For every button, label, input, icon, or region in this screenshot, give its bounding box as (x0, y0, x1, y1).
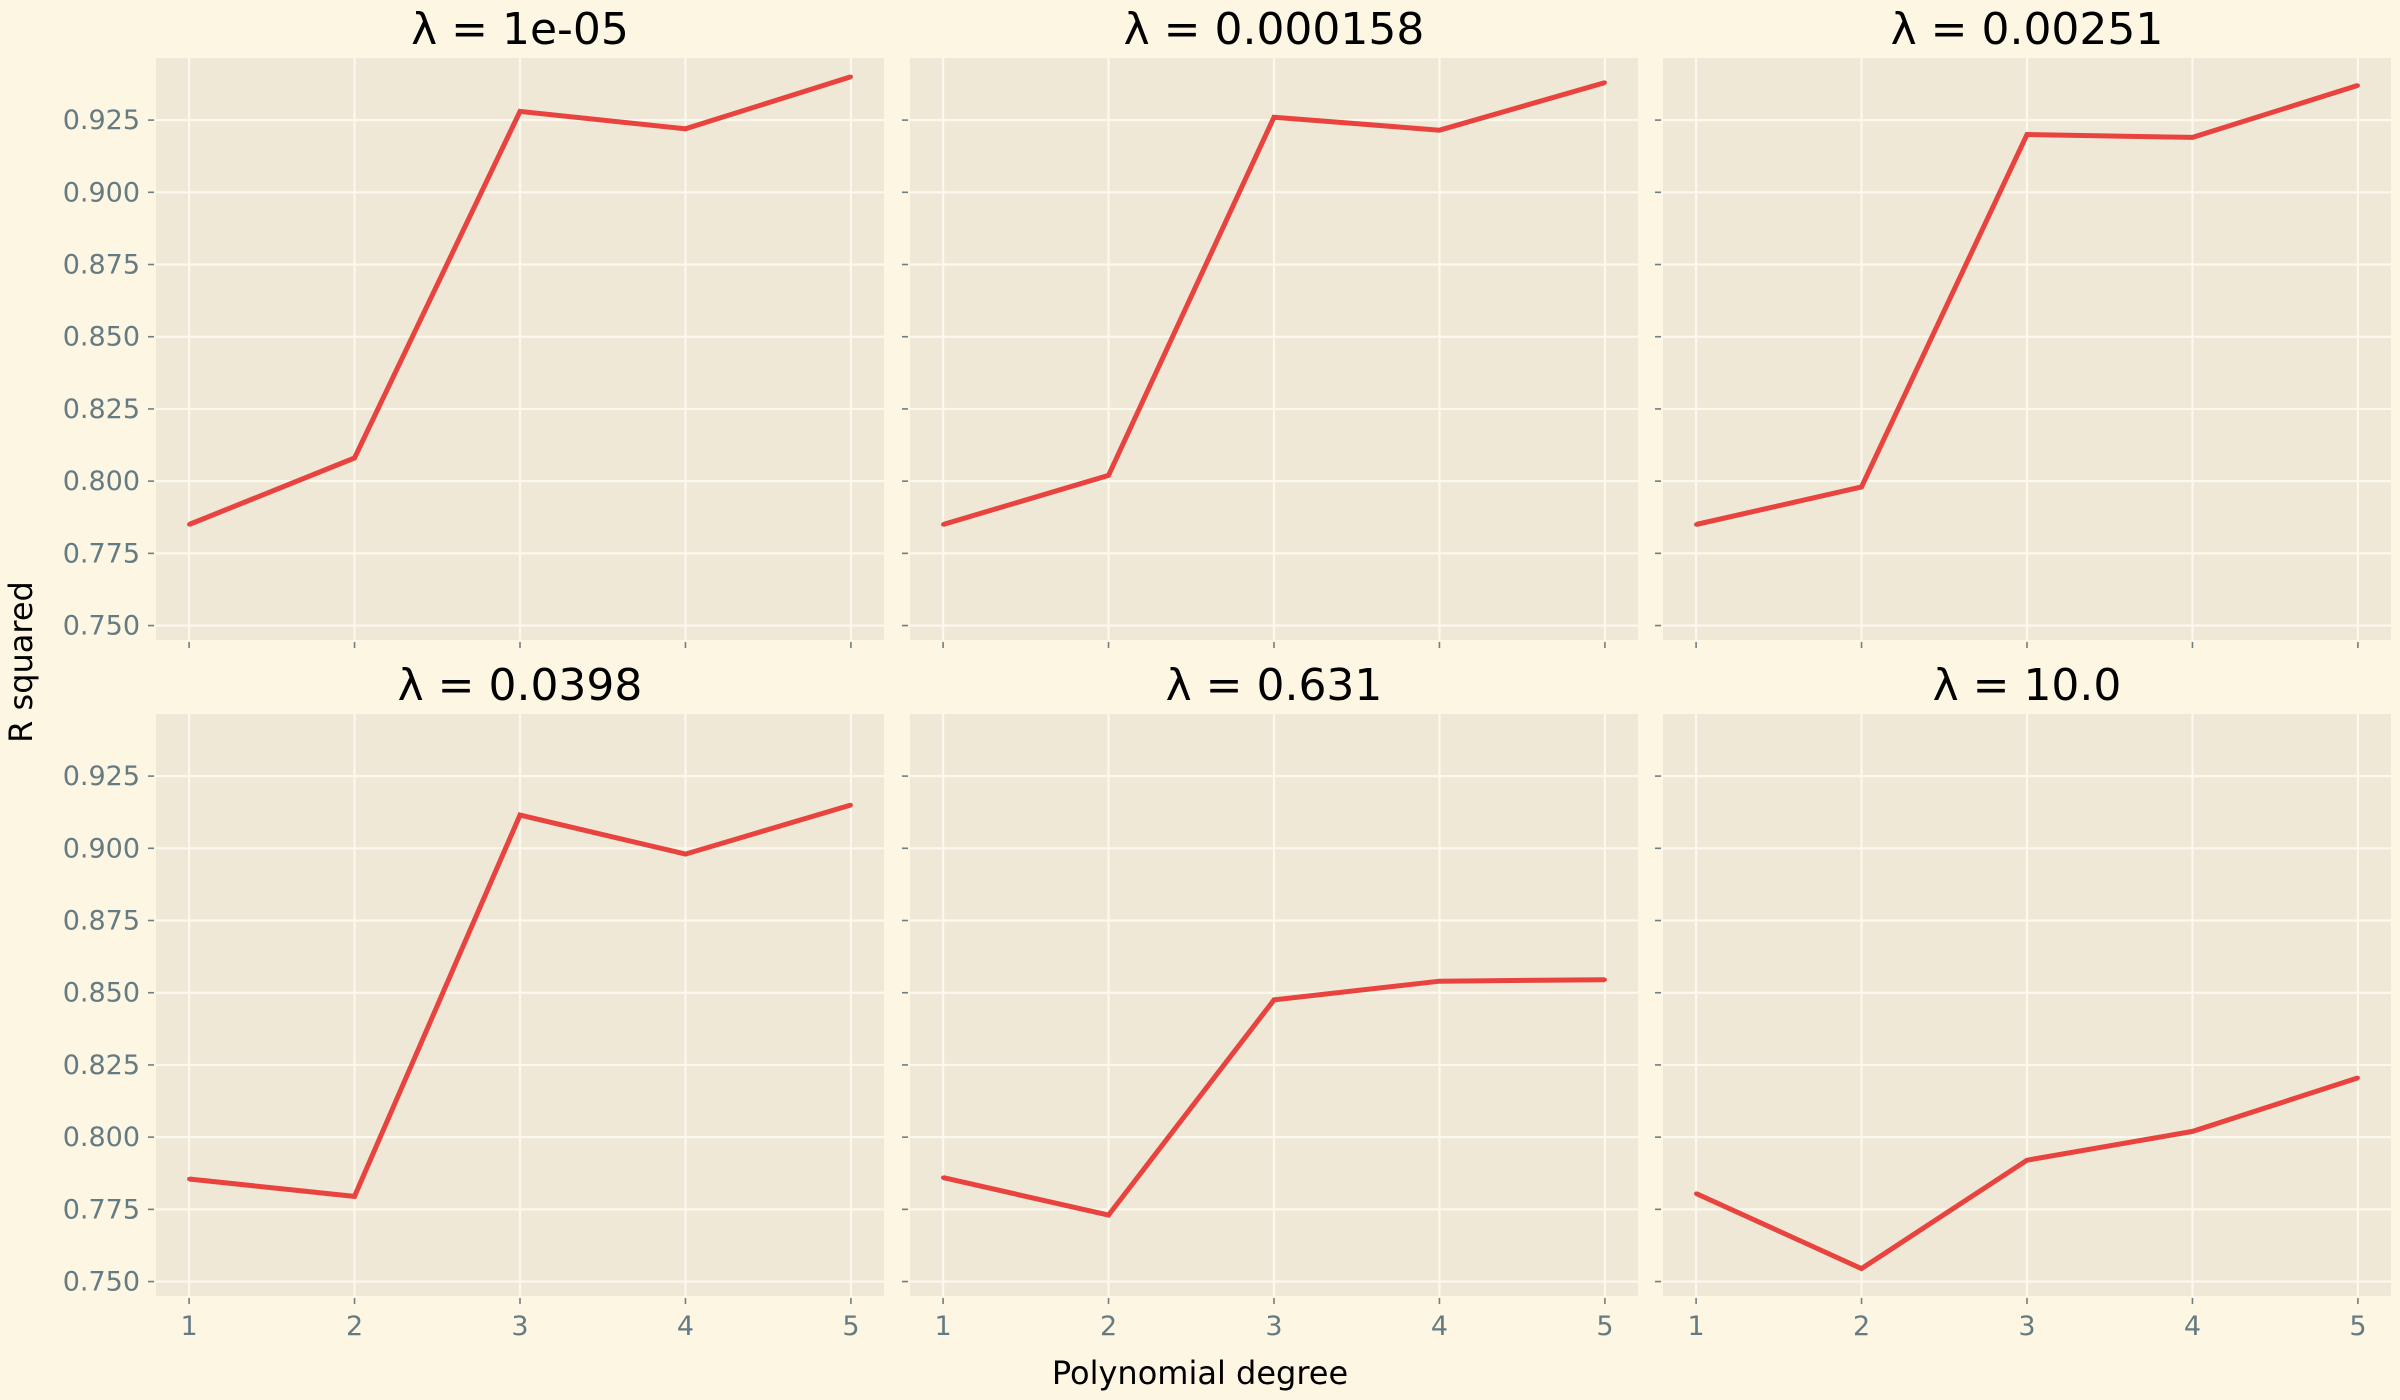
x-tick-label: 2 (1853, 1311, 1870, 1342)
y-tick-label: 0.925 (63, 761, 140, 792)
data-point (683, 126, 688, 131)
data-point (1859, 1266, 1864, 1271)
y-tick-label: 0.900 (63, 177, 140, 208)
data-point (1437, 979, 1442, 984)
data-point (1106, 1213, 1111, 1218)
data-point (941, 522, 946, 527)
x-tick-label: 3 (511, 1311, 528, 1342)
y-tick-label: 0.925 (63, 105, 140, 136)
x-tick-label: 3 (2018, 1311, 2035, 1342)
data-point (1602, 977, 1607, 982)
y-tick-label: 0.850 (63, 322, 140, 353)
x-tick-label: 4 (677, 1311, 694, 1342)
data-point (2190, 1129, 2195, 1134)
y-tick-label: 0.850 (63, 978, 140, 1009)
panels: 0.750 0.775 0.800 0.825 0.850 0.875 0.900 0.925… (63, 4, 2391, 1342)
x-tick-label: 5 (1596, 1311, 1613, 1342)
y-tick-label: 0.900 (63, 833, 140, 864)
panel-4: 0.750 0.775 0.800 0.825 0.850 0.875 0.900 0.925… (63, 660, 884, 1342)
y-tick-label: 0.875 (63, 250, 140, 281)
x-tick-label: 1 (1687, 1311, 1704, 1342)
y-tick-label: 0.825 (63, 394, 140, 425)
data-point (352, 456, 357, 461)
data-point (1437, 128, 1442, 133)
panel-title: λ = 0.631 (1166, 660, 1383, 711)
data-point (1272, 997, 1276, 1002)
panel-title: λ = 1e-05 (411, 4, 629, 55)
x-tick-label: 1 (934, 1311, 951, 1342)
y-tick-label: 0.775 (63, 1194, 140, 1225)
data-point (2025, 132, 2029, 137)
y-tick-label: 0.750 (63, 611, 140, 642)
x-tick-label: 5 (2349, 1311, 2366, 1342)
x-axis-label: Polynomial degree (1052, 1354, 1348, 1392)
data-point (518, 109, 522, 114)
panel-3: λ = 0.00251 (1655, 4, 2391, 648)
panel-title: λ = 0.000158 (1124, 4, 1425, 55)
y-tick-label: 0.750 (63, 1267, 140, 1298)
y-tick-label: 0.775 (63, 538, 140, 569)
x-tick-label: 5 (842, 1311, 859, 1342)
y-tick-label: 0.825 (63, 1050, 140, 1081)
panel-title: λ = 10.0 (1933, 660, 2122, 711)
panel-6: 1 2 3 4 5 λ = 10.0 (1655, 660, 2391, 1342)
x-tick-label: 2 (346, 1311, 363, 1342)
data-point (848, 74, 853, 79)
data-point (187, 1177, 192, 1182)
data-point (352, 1194, 357, 1199)
panel-2: λ = 0.000158 (902, 4, 1638, 648)
panel-title: λ = 0.00251 (1891, 4, 2164, 55)
data-point (518, 813, 522, 818)
panel-title: λ = 0.0398 (398, 660, 643, 711)
data-point (2025, 1158, 2029, 1163)
panel-1: 0.750 0.775 0.800 0.825 0.850 0.875 0.900 0.925… (63, 4, 884, 648)
x-tick-label: 3 (1265, 1311, 1282, 1342)
y-axis-label: R squared (2, 581, 40, 743)
data-point (1694, 522, 1699, 527)
x-tick-label: 1 (180, 1311, 197, 1342)
panel-5: 1 2 3 4 5 λ = 0.631 (902, 660, 1638, 1342)
data-point (941, 1175, 946, 1180)
y-tick-label: 0.800 (63, 466, 140, 497)
data-point (187, 522, 192, 527)
y-tick-label: 0.800 (63, 1122, 140, 1153)
x-tick-label: 4 (2184, 1311, 2201, 1342)
x-tick-label: 2 (1100, 1311, 1117, 1342)
data-point (683, 852, 688, 857)
y-tick-label: 0.875 (63, 906, 140, 937)
data-point (1272, 115, 1276, 120)
data-point (2355, 1075, 2360, 1080)
data-point (2355, 83, 2360, 88)
data-point (1602, 80, 1607, 85)
data-point (2190, 135, 2195, 140)
data-point (848, 802, 853, 807)
data-point (1859, 484, 1864, 489)
x-tick-label: 4 (1431, 1311, 1448, 1342)
data-point (1106, 473, 1111, 478)
data-point (1694, 1191, 1699, 1196)
